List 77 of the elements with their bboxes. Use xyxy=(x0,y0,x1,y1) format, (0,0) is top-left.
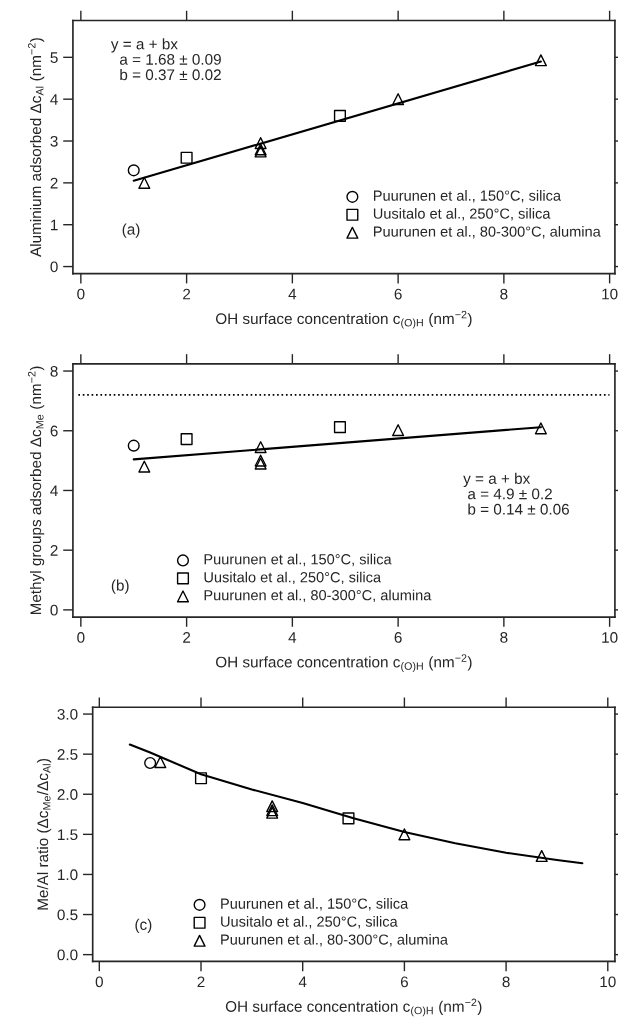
x-tick-label: 2 xyxy=(197,976,205,988)
point xyxy=(254,137,267,150)
x-tick-label: 4 xyxy=(288,632,297,643)
y-tick-label: 2 xyxy=(50,545,58,556)
y-tick-label: 2 xyxy=(50,177,58,189)
annotation: y = a + bx a = 1.68 ± 0.09 b = 0.37 ± 0.02 xyxy=(110,38,221,81)
point xyxy=(154,756,167,769)
x-tick-label: 4 xyxy=(288,288,297,300)
point xyxy=(254,441,267,454)
x-tick-label: 0 xyxy=(77,632,85,643)
annotation: y = a + bx a = 4.9 ± 0.2 b = 0.14 ± 0.06 xyxy=(463,472,569,515)
point xyxy=(333,421,347,434)
legend-label: Puurunen et al., 150°C, silica xyxy=(373,190,562,203)
legend-label: Uusitalo et al., 250°C, silica xyxy=(204,571,382,585)
point xyxy=(392,424,405,437)
legend-label: Puurunen et al., 150°C, silica xyxy=(221,898,409,911)
x-tick-label: 2 xyxy=(183,632,191,643)
x-tick-label: 8 xyxy=(500,288,508,300)
y-tick-label: 1 xyxy=(51,219,58,231)
y-tick-label: 0.5 xyxy=(57,909,78,921)
y-axis-title: Me/Al ratio (Δc$_{Me}$/Δc$_{Al}$) xyxy=(36,758,52,910)
point xyxy=(144,756,157,770)
x-tick-label: 10 xyxy=(600,976,616,988)
x-tick-label: 6 xyxy=(400,976,408,988)
y-axis-title: Methyl groups adsorbed Δc$_{Me}$ (nm$^{−2}$) xyxy=(27,366,45,615)
x-tick-label: 10 xyxy=(602,632,618,643)
y-tick-label: 8 xyxy=(50,365,58,377)
y-tick-label: 4 xyxy=(50,94,58,105)
x-tick-label: 8 xyxy=(502,976,510,988)
x-axis-title: OH surface concentration c$_{(O)H}$ (nm$^{−2}$) xyxy=(225,998,482,1017)
point xyxy=(127,439,140,452)
y-tick-label: 1.0 xyxy=(58,869,78,881)
y-tick-label: 2.0 xyxy=(57,789,78,800)
x-tick-label: 4 xyxy=(298,976,307,988)
y-tick-label: 2.5 xyxy=(57,749,78,760)
point xyxy=(180,151,193,164)
point xyxy=(180,433,193,446)
point xyxy=(535,849,548,863)
y-tick-label: 1.5 xyxy=(58,829,78,841)
annotation: (c) xyxy=(135,918,152,933)
point xyxy=(194,772,208,785)
x-axis-title: OH surface concentration c$_{(O)H}$ (nm$^{−2}$) xyxy=(216,310,472,329)
legend-label: Uusitalo et al., 250°C, silica xyxy=(221,916,398,929)
legend-label: Puurunen et al., 80-300°C, alumina xyxy=(221,934,448,947)
x-tick-label: 6 xyxy=(394,288,402,300)
annotation: (a) xyxy=(122,223,140,238)
y-tick-label: 5 xyxy=(50,52,58,64)
x-axis-title: OH surface concentration c$_{(O)H}$ (nm$^{−2}$) xyxy=(216,654,472,672)
legend-label: Uusitalo et al., 250°C, silica xyxy=(373,208,551,221)
y-tick-label: 0 xyxy=(50,261,58,273)
legend-label: Puurunen et al., 80-300°C, alumina xyxy=(373,226,601,239)
point xyxy=(333,109,347,122)
y-tick-label: 0.0 xyxy=(57,949,78,961)
x-tick-label: 10 xyxy=(602,288,618,300)
y-tick-label: 6 xyxy=(50,425,58,437)
legend-label: Puurunen et al., 80-300°C, alumina xyxy=(204,589,432,603)
y-axis-title: Aluminium adsorbed Δc$_{Al}$ (nm$^{−2}$) xyxy=(27,38,45,257)
y-tick-label: 4 xyxy=(50,485,58,496)
y-tick-label: 0 xyxy=(50,604,58,616)
y-tick-label: 3.0 xyxy=(57,708,78,720)
point xyxy=(392,93,405,106)
point xyxy=(127,164,140,177)
point xyxy=(138,176,151,189)
x-tick-label: 0 xyxy=(95,976,103,988)
x-tick-label: 8 xyxy=(500,632,508,643)
x-tick-label: 6 xyxy=(394,632,402,643)
y-tick-label: 3 xyxy=(50,135,58,147)
annotation: (b) xyxy=(111,579,129,594)
point xyxy=(534,54,547,67)
point xyxy=(534,422,547,435)
point xyxy=(398,828,411,841)
point xyxy=(342,812,355,825)
point xyxy=(266,800,279,813)
x-tick-label: 2 xyxy=(183,288,191,300)
legend-label: Puurunen et al., 150°C, silica xyxy=(204,553,392,567)
line-series xyxy=(128,743,584,865)
point xyxy=(138,460,151,473)
